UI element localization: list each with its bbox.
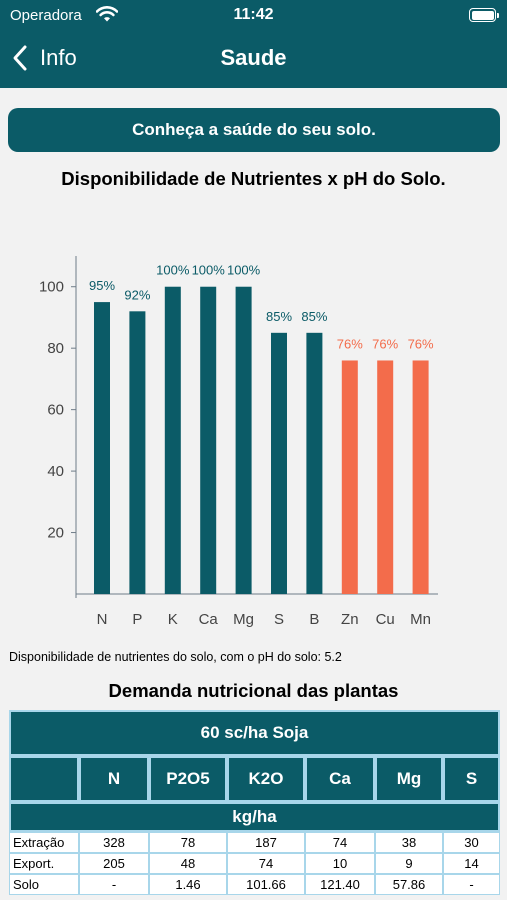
column-header: Mg <box>375 756 443 802</box>
data-label-p: 92% <box>124 287 150 302</box>
table-header-row: N P2O5 K2O Ca Mg S <box>9 756 500 802</box>
back-label: Info <box>40 45 77 70</box>
chart-caption: Disponibilidade de nutrientes do solo, c… <box>9 650 342 664</box>
row-label: Export. <box>9 853 79 874</box>
x-tick-label-n: N <box>97 611 108 628</box>
table-cell: 74 <box>305 832 375 853</box>
table-cell: 30 <box>443 832 500 853</box>
column-header: S <box>443 756 500 802</box>
table-cell: 57.86 <box>375 874 443 895</box>
y-tick-label: 60 <box>47 402 64 419</box>
table-cell: 38 <box>375 832 443 853</box>
status-bar: Operadora 11:42 <box>0 0 507 30</box>
data-label-k: 100% <box>156 263 190 278</box>
navigation-bar: Operadora 11:42 Info Saude <box>0 0 507 88</box>
data-label-cu: 76% <box>372 336 398 351</box>
data-label-n: 95% <box>89 278 115 293</box>
soil-health-banner: Conheça a saúde do seu solo. <box>8 108 500 152</box>
table-row: Solo -1.46 101.66 121.40 57.86- <box>9 874 500 895</box>
clock: 11:42 <box>233 6 274 23</box>
column-header-blank <box>9 756 79 802</box>
y-tick-label: 100 <box>39 279 64 296</box>
bar-s <box>271 332 287 594</box>
table-body: Extração 328 78 187 74 38 30 Export. 205 48 74 10 9 1… <box>9 832 500 895</box>
table-row: Extração 328 78 187 74 38 30 <box>9 832 500 853</box>
x-tick-label-p: P <box>132 611 142 628</box>
column-header: P2O5 <box>149 756 227 802</box>
table-cell: 187 <box>227 832 305 853</box>
data-label-mn: 76% <box>408 336 434 351</box>
bar-cu <box>377 360 394 594</box>
y-tick-label: 80 <box>47 340 64 357</box>
column-header: N <box>79 756 149 802</box>
x-tick-label-mg: Mg <box>233 611 254 628</box>
carrier-label: Operadora <box>10 7 82 24</box>
table-unit: kg/ha <box>9 802 500 832</box>
x-tick-label-zn: Zn <box>341 611 359 628</box>
table-cell: 74 <box>227 853 305 874</box>
chart-title: Disponibilidade de Nutrientes x pH do So… <box>61 168 446 189</box>
data-label-mg: 100% <box>227 263 261 278</box>
chevron-left-icon <box>13 45 27 71</box>
bar-mg <box>235 286 252 594</box>
x-tick-label-s: S <box>274 611 284 628</box>
y-tick-label: 20 <box>47 525 64 542</box>
data-label-ca: 100% <box>192 263 226 278</box>
bar-mn <box>412 360 429 594</box>
table-row: Export. 205 48 74 10 9 14 <box>9 853 500 874</box>
table-cell: 121.40 <box>305 874 375 895</box>
back-button[interactable]: Info <box>8 40 77 76</box>
bar-k <box>164 286 181 594</box>
table-cell: 14 <box>443 853 500 874</box>
bar-b <box>306 332 323 594</box>
data-label-s: 85% <box>266 309 292 324</box>
table-cell: 10 <box>305 853 375 874</box>
battery-icon <box>469 8 499 22</box>
row-label: Solo <box>9 874 79 895</box>
nutrient-demand-table: 60 sc/ha Soja N P2O5 K2O Ca Mg S kg/ha Extraç… <box>9 710 500 895</box>
y-tick-label: 40 <box>47 463 64 480</box>
x-tick-label-b: B <box>309 611 319 628</box>
x-tick-label-cu: Cu <box>376 611 395 628</box>
table-cell: - <box>79 874 149 895</box>
row-label: Extração <box>9 832 79 853</box>
table-cell: 205 <box>79 853 149 874</box>
column-header: K2O <box>227 756 305 802</box>
bar-p <box>129 311 146 594</box>
column-header: Ca <box>305 756 375 802</box>
bar-ca <box>200 286 217 594</box>
data-label-b: 85% <box>301 309 327 324</box>
wifi-icon <box>96 6 118 22</box>
table-cell: - <box>443 874 500 895</box>
table-cell: 1.46 <box>149 874 227 895</box>
table-cell: 78 <box>149 832 227 853</box>
table-cell: 48 <box>149 853 227 874</box>
table-cell: 101.66 <box>227 874 305 895</box>
bar-n <box>94 302 110 594</box>
data-label-zn: 76% <box>337 336 363 351</box>
table-cell: 328 <box>79 832 149 853</box>
nutrient-availability-chart: 20 40 60 80 100 95% N 92% P 100% K 100% Ca 100% Mg 85% S… <box>39 256 438 628</box>
demand-section-title: Demanda nutricional das plantas <box>108 680 399 701</box>
x-tick-label-k: K <box>168 611 178 628</box>
bar-zn <box>341 360 358 594</box>
table-cell: 9 <box>375 853 443 874</box>
x-tick-label-mn: Mn <box>410 611 431 628</box>
x-tick-label-ca: Ca <box>199 611 219 628</box>
table-title: 60 sc/ha Soja <box>9 710 500 756</box>
